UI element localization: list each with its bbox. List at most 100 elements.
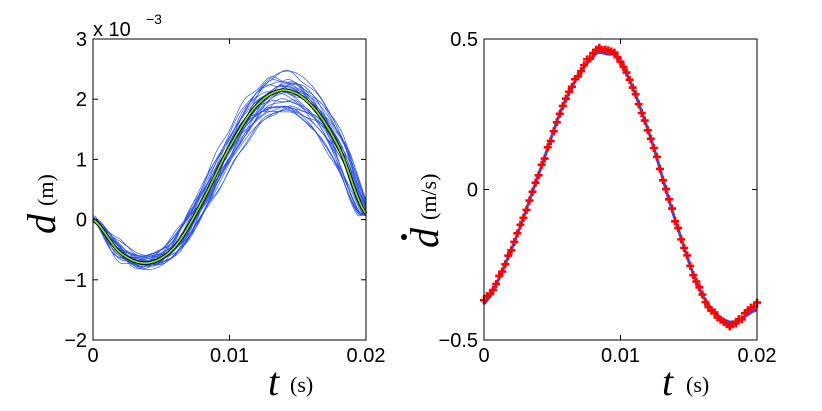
- right-sample-marker: [525, 196, 534, 205]
- right-sample-marker: [692, 277, 701, 286]
- right-sample-marker: [701, 298, 710, 307]
- right-sample-marker: [519, 213, 528, 222]
- right-sample-marker: [492, 279, 501, 288]
- right-sample-marker: [658, 176, 667, 185]
- right-sample-marker: [564, 87, 573, 96]
- right-sample-marker: [668, 204, 677, 213]
- right-sample-marker: [586, 54, 595, 63]
- right-sample-marker: [671, 217, 680, 226]
- right-sample-marker: [610, 48, 619, 57]
- right-sample-marker: [686, 261, 695, 270]
- right-sample-marker: [683, 251, 692, 260]
- right-sample-marker: [731, 319, 740, 328]
- left-sample-trajectory: [92, 81, 367, 266]
- right-sample-marker: [649, 144, 658, 153]
- right-x-label-symbol: t: [662, 359, 674, 404]
- left-y-tick-label: −2: [64, 330, 87, 352]
- right-sample-marker: [631, 90, 640, 99]
- right-x-ticks: 0 0.01 0.02: [478, 39, 776, 367]
- right-sample-marker: [498, 267, 507, 276]
- right-sample-marker: [665, 195, 674, 204]
- left-x-ticks: 0 0.01 0.02: [87, 39, 385, 367]
- right-sample-marker: [674, 224, 683, 233]
- left-y-tick-label: −1: [64, 270, 87, 292]
- right-sample-marker: [501, 260, 510, 269]
- right-y-tick-label: −0.5: [439, 330, 478, 352]
- right-x-tick-label: 0.02: [738, 345, 777, 367]
- left-y-tick-label: 3: [76, 29, 87, 51]
- left-y-tick-label: 2: [76, 89, 87, 111]
- right-sample-marker: [558, 101, 567, 110]
- right-velocity-line: [482, 50, 758, 324]
- left-sample-trajectory: [92, 91, 367, 262]
- left-sample-trajectory: [92, 83, 367, 266]
- right-sample-marker: [634, 100, 643, 109]
- left-sample-trajectory: [92, 105, 367, 261]
- right-sample-marker: [534, 171, 543, 180]
- left-exponent-power: −3: [146, 11, 162, 27]
- right-sample-marker: [522, 205, 531, 214]
- right-sample-markers: [480, 43, 761, 331]
- right-sample-marker: [646, 134, 655, 143]
- left-y-label-symbol: d: [19, 213, 64, 234]
- right-sample-marker: [710, 308, 719, 317]
- right-sample-marker: [516, 220, 525, 229]
- right-sample-marker: [507, 246, 516, 255]
- right-sample-marker: [640, 116, 649, 125]
- left-y-label: d (m): [19, 174, 64, 234]
- left-estimate-line: [92, 89, 367, 264]
- right-axes-box: [483, 38, 758, 341]
- right-sample-marker: [513, 229, 522, 238]
- right-sample-marker: [619, 62, 628, 71]
- right-sample-marker: [504, 251, 513, 260]
- right-y-label: d (m/s): [401, 174, 447, 248]
- left-sample-trajectory: [92, 70, 367, 271]
- right-sample-marker: [510, 237, 519, 246]
- left-x-label: t (s): [268, 359, 313, 404]
- right-x-label-unit: (s): [686, 372, 709, 397]
- right-sample-marker: [643, 126, 652, 135]
- left-sample-trajectory: [92, 86, 367, 266]
- left-x-label-unit: (s): [290, 372, 313, 397]
- left-y-label-unit: (m): [33, 174, 58, 206]
- right-y-tick-label: 0: [467, 180, 478, 202]
- right-sample-marker: [625, 75, 634, 84]
- left-sample-trajectory: [92, 110, 367, 258]
- right-sample-marker: [689, 271, 698, 280]
- right-y-tick-label: 0.5: [450, 29, 478, 51]
- right-sample-marker: [580, 61, 589, 70]
- left-sample-trajectories: [92, 69, 367, 271]
- right-y-ticks: −0.5 0 0.5: [439, 29, 757, 352]
- right-sample-marker: [680, 243, 689, 252]
- left-y-tick-label: 0: [76, 210, 87, 232]
- right-sample-marker: [574, 72, 583, 81]
- right-sample-marker: [540, 154, 549, 163]
- left-axes-box: [92, 38, 367, 341]
- right-sample-marker: [528, 187, 537, 196]
- right-sample-marker: [652, 152, 661, 161]
- left-sample-trajectory: [92, 89, 367, 262]
- right-sample-marker: [555, 109, 564, 118]
- left-exponent-base: x 10: [93, 19, 131, 41]
- left-x-tick-label: 0.02: [347, 345, 386, 367]
- right-sample-marker: [531, 178, 540, 187]
- left-x-tick-label: 0: [87, 345, 98, 367]
- right-sample-marker: [537, 160, 546, 169]
- left-sample-trajectory: [92, 85, 367, 264]
- left-y-ticks: −2 −1 0 1 2 3: [64, 29, 366, 352]
- right-panel: 0 0.01 0.02 −0.5 0 0.5 d (m/s) t (s): [401, 29, 776, 404]
- left-sample-trajectory: [92, 98, 367, 260]
- right-sample-marker: [549, 127, 558, 136]
- right-sample-marker: [662, 185, 670, 194]
- right-sample-marker: [677, 235, 686, 244]
- right-x-tick-label: 0.01: [601, 345, 640, 367]
- left-sample-trajectory: [92, 108, 367, 259]
- right-sample-marker: [561, 94, 570, 103]
- right-sample-marker: [546, 137, 555, 146]
- right-sample-marker: [613, 53, 622, 62]
- left-y-tick-label: 1: [76, 149, 87, 171]
- left-sample-trajectory: [92, 105, 367, 259]
- right-y-label-unit: (m/s): [416, 174, 441, 220]
- right-y-label-symbol: d: [402, 227, 447, 248]
